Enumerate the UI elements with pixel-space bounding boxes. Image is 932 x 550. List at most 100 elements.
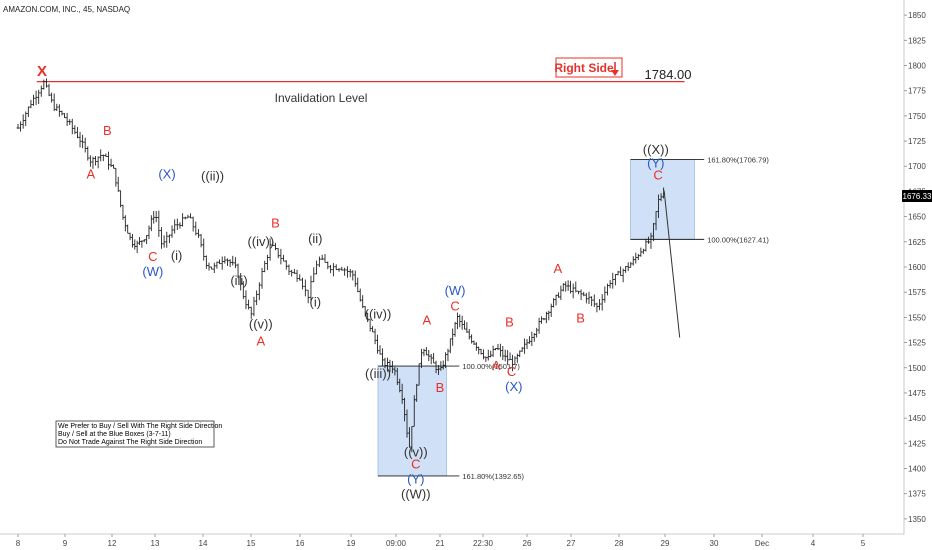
wave-label: (W): [445, 283, 466, 298]
x-tick-label: 21: [436, 539, 445, 548]
wave-label: (Y): [647, 155, 664, 170]
wave-label: B: [103, 123, 112, 138]
wave-label: ((X)): [643, 142, 669, 157]
wave-label: C: [507, 364, 516, 379]
y-tick-label: 1700: [908, 162, 926, 171]
price-bars: [16, 78, 681, 453]
x-mark: X: [37, 63, 47, 80]
price-badge: 1676.33: [902, 190, 932, 202]
wave-labels: AB(X) ((ii))C(W)(i)(iii)((iv))B(ii)(i)((v…: [87, 123, 669, 502]
y-tick-label: 1425: [908, 439, 926, 448]
x-tick-label: 15: [247, 539, 256, 548]
level-value: 1784.00: [645, 67, 692, 82]
x-tick-label: 22:30: [473, 539, 494, 548]
x-tick-label: 26: [523, 539, 532, 548]
x-tick-label: 14: [199, 539, 208, 548]
level-label-fib_161_top: 161.80%(1706.79): [707, 155, 769, 164]
wave-label: ((iv)): [247, 234, 274, 249]
y-tick-label: 1350: [908, 515, 926, 524]
wave-label: C: [411, 457, 420, 472]
x-tick-label: 4: [811, 539, 816, 548]
wave-label: C: [450, 298, 459, 313]
notes-frame: [55, 420, 215, 448]
projection-line: [663, 190, 681, 338]
wave-label: ((ii)): [201, 168, 224, 183]
x-tick-label: 29: [661, 539, 670, 548]
level-label-fib_100_top: 100.00%(1627.41): [707, 235, 769, 244]
price-badge-bg: [902, 190, 932, 202]
x-tick-label: 09:00: [386, 539, 407, 548]
wave-label: B: [505, 314, 514, 329]
y-tick-label: 1375: [908, 490, 926, 499]
x-tick-label: 9: [63, 539, 68, 548]
wave-label: C: [148, 249, 157, 264]
y-tick-label: 1500: [908, 364, 926, 373]
wave-label: A: [492, 358, 501, 373]
wave-label: (W): [142, 264, 163, 279]
y-tick-label: 1400: [908, 465, 926, 474]
down-arrow-icon: [611, 62, 619, 76]
wave-label: ((iv)): [365, 306, 392, 321]
x-tick-label: 28: [615, 539, 624, 548]
wave-label: (X): [505, 379, 522, 394]
y-tick-label: 1750: [908, 112, 926, 121]
wave-label: (i): [171, 248, 183, 263]
wave-label: (i): [310, 294, 322, 309]
right-side-callout: Right Side: [554, 57, 623, 78]
x-tick-label: 30: [710, 539, 719, 548]
wave-label: A: [87, 166, 96, 181]
y-tick-label: 1625: [908, 238, 926, 247]
invalidation-label: Invalidation Level: [275, 91, 368, 105]
x-tick-label: Dec: [755, 539, 769, 548]
wave-label: (Y): [407, 472, 424, 487]
x-tick-label: 27: [567, 539, 576, 548]
y-tick-label: 1825: [908, 36, 926, 45]
wave-label: B: [436, 380, 445, 395]
x-axis: 8 9 12 13 14 15 16 19 09:00 21 22:30 26 27 28 29 30 Dec 4…: [0, 533, 904, 548]
x-tick-label: 16: [296, 539, 305, 548]
level-label-fib_100_bottom: 100.00%(1501.7): [462, 362, 520, 371]
blue-boxes: [377, 159, 695, 477]
symbol-title: AMAZON.COM, INC., 45, NASDAQ: [3, 5, 130, 14]
wave-label: B: [576, 310, 585, 325]
wave-label: (ii): [308, 231, 322, 246]
wave-label: ((iii)): [365, 366, 391, 381]
wave-label: B: [271, 216, 280, 231]
note-line-2: Buy / Sell at the Blue Boxes (3-7-11): [58, 431, 171, 438]
wave-label: ((v)): [249, 316, 273, 331]
wave-label: (X): [158, 166, 175, 181]
right-side-label: Right Side: [554, 61, 614, 75]
note-line-3: Do Not Trade Against The Right Side Dire…: [58, 439, 202, 446]
wave-label: A: [256, 334, 265, 349]
wave-label: ((v)): [404, 444, 428, 459]
y-tick-label: 1450: [908, 414, 926, 423]
x-tick-label: 8: [16, 539, 21, 548]
y-tick-label: 1775: [908, 87, 926, 96]
y-tick-label: 1800: [908, 61, 926, 70]
y-tick-label: 1575: [908, 288, 926, 297]
wave-label: A: [553, 261, 562, 276]
wave-label: ((W)): [401, 487, 431, 502]
x-tick-label: 13: [151, 539, 160, 548]
wave-label: (iii): [230, 273, 247, 288]
level-label-fib_161_bottom: 161.80%(1392.65): [462, 472, 524, 481]
wave-label: A: [422, 312, 431, 327]
notes-box: We Prefer to Buy / Sell With The Right S…: [55, 420, 222, 448]
y-tick-label: 1550: [908, 313, 926, 322]
x-tick-label: 5: [861, 539, 866, 548]
blue-box-top: [630, 159, 695, 240]
levels: 161.80%(1706.79) 100.00%(1627.41) 100.00%(…: [36, 81, 769, 481]
price-badge-text: 1676.33: [903, 192, 932, 201]
y-tick-label: 1475: [908, 389, 926, 398]
note-line-1: We Prefer to Buy / Sell With The Right S…: [58, 423, 222, 430]
y-tick-label: 1525: [908, 339, 926, 348]
y-tick-label: 1600: [908, 263, 926, 272]
x-tick-label: 19: [347, 539, 356, 548]
y-tick-label: 1725: [908, 137, 926, 146]
wave-label: C: [653, 167, 662, 182]
x-tick-label: 12: [108, 539, 117, 548]
y-tick-label: 1850: [908, 11, 926, 20]
blue-box-bottom: [377, 365, 447, 477]
right-side-box: [555, 57, 623, 78]
